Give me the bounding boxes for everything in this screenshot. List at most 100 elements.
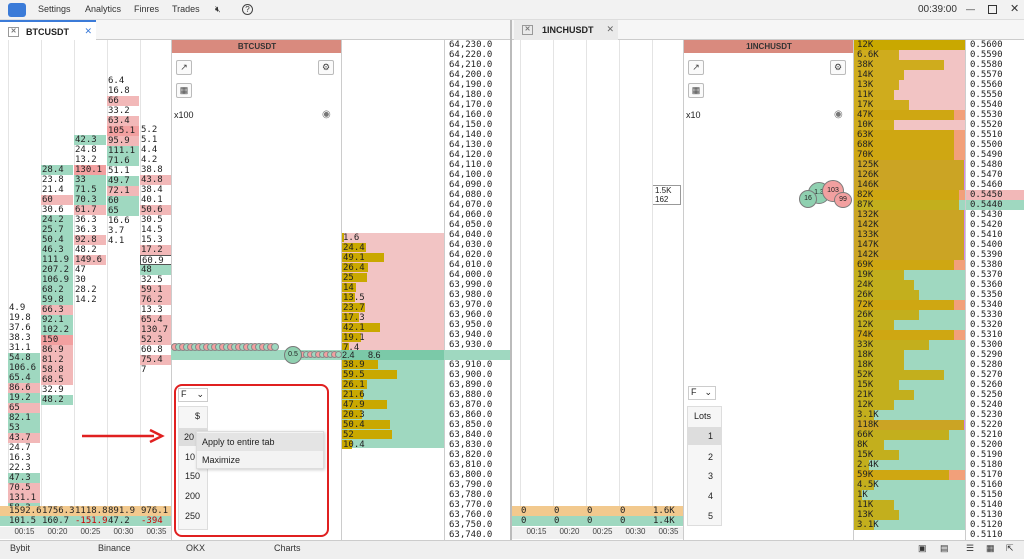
tab-close-icon[interactable]: ✕ <box>606 24 614 34</box>
menu-trades[interactable]: Trades <box>172 4 200 14</box>
cluster-cell: 28.4 <box>41 165 73 175</box>
volume-row-bg <box>854 480 966 490</box>
menu-settings[interactable]: Settings <box>38 4 71 14</box>
price-level: 64,210.0 <box>449 60 493 70</box>
pane-header-btc: BTCUSDT <box>172 40 342 53</box>
column-divider <box>520 40 521 526</box>
ask-volume: 7.4 <box>343 343 360 353</box>
volume-value: 2.4K <box>857 460 879 470</box>
price-level: 64,040.0 <box>449 230 493 240</box>
close-window-icon[interactable]: ✕ <box>1010 3 1020 15</box>
volume-value: 132K <box>857 210 879 220</box>
bid-volume-bar <box>342 400 387 409</box>
cluster-cell: 111.9 <box>41 255 73 265</box>
price-level: 63,910.0 <box>449 360 493 370</box>
lot-item[interactable]: 3 <box>708 471 714 481</box>
gear-icon[interactable]: ⚙ <box>830 60 846 75</box>
maximize-icon[interactable] <box>988 5 997 14</box>
calculator-icon[interactable]: ▦ <box>176 83 192 98</box>
add-chart-icon[interactable]: ↗ <box>176 60 192 75</box>
lot-item[interactable]: 250 <box>185 511 201 521</box>
minimize-icon[interactable]: — <box>966 4 975 14</box>
cluster-cell: 68.2 <box>41 285 73 295</box>
screenshot-icon[interactable]: ▣ <box>918 543 927 553</box>
volume-value: 133K <box>857 230 879 240</box>
tab-bybit[interactable]: Bybit <box>10 543 31 553</box>
help-icon[interactable]: ? <box>242 4 253 15</box>
price-level: 63,950.0 <box>449 320 493 330</box>
timestamp: 00:30 <box>625 527 646 536</box>
cluster-cell: 6.4 <box>108 76 125 86</box>
cluster-cell: 131.1 <box>8 493 40 503</box>
lot-item[interactable]: 4 <box>708 491 714 501</box>
add-chart-icon[interactable]: ↗ <box>688 60 704 75</box>
total-cell: 976.1 <box>141 506 169 516</box>
lot-item[interactable]: 5 <box>708 511 714 521</box>
menu-finres[interactable]: Finres <box>134 4 160 14</box>
dropdown-value: F <box>181 389 187 399</box>
gear-icon[interactable]: ⚙ <box>318 60 334 75</box>
tab-okx[interactable]: OKX <box>186 543 206 553</box>
cluster-cell: 111.1 <box>107 146 139 156</box>
list-icon[interactable]: ☰ <box>966 543 975 553</box>
volume-bar <box>854 480 874 490</box>
timestamp: 00:35 <box>658 527 679 536</box>
price-level: 0.5390 <box>970 250 1003 260</box>
bid-volume-bar <box>342 420 390 429</box>
volume-row-bg <box>854 50 966 60</box>
tab-1inchusdt[interactable]: ✕ 1INCHUSDT ✕ <box>514 20 618 40</box>
tab-charts[interactable]: Charts <box>274 543 301 553</box>
lot-item[interactable]: 1 <box>688 427 721 445</box>
volume-bar <box>854 330 954 340</box>
cluster-cell: 13.2 <box>75 155 97 165</box>
volume-value: 33K <box>857 340 874 350</box>
timestamp: 00:25 <box>592 527 613 536</box>
eye-icon[interactable]: ◉ <box>322 109 331 120</box>
cluster-cell: 58.8 <box>41 365 73 375</box>
mute-icon[interactable]: 🔇︎ <box>215 4 221 14</box>
cluster-cell: 150 <box>41 335 73 345</box>
trade-bubble[interactable]: 99 <box>834 192 852 208</box>
price-level: 64,020.0 <box>449 250 493 260</box>
lot-item[interactable]: 150 <box>185 471 201 481</box>
volume-row-bg <box>854 270 966 280</box>
price-level: 64,130.0 <box>449 140 493 150</box>
menu-maximize[interactable]: Maximize <box>202 455 241 465</box>
pane-divider[interactable] <box>510 20 512 540</box>
tab-btcusdt[interactable]: ✕ BTCUSDT ✕ <box>0 20 96 40</box>
cluster-cell: 52.3 <box>140 335 172 345</box>
lot-dropdown-1inch[interactable]: F ⌄ <box>688 386 716 400</box>
price-ladder-btc[interactable]: 64,230.0 64,220.0 64,210.0 64,200.0 64,190.0… <box>444 40 510 550</box>
price-level: 0.5530 <box>970 110 1003 120</box>
cluster-cell: 30.6 <box>42 205 64 215</box>
cluster-cell: 7 <box>141 365 147 375</box>
lot-item[interactable]: 200 <box>185 491 201 501</box>
bid-volume: 52 <box>343 430 354 440</box>
trade-bubble[interactable]: 16 <box>799 190 817 208</box>
lot-currency[interactable]: $ <box>195 411 201 421</box>
export-icon[interactable]: ⇱ <box>1006 543 1014 553</box>
window-icon[interactable]: ▦ <box>986 543 995 553</box>
tab-binance[interactable]: Binance <box>98 543 131 553</box>
menu-analytics[interactable]: Analytics <box>85 4 122 14</box>
price-level: 0.5520 <box>970 120 1003 130</box>
layout-icon[interactable]: ▤ <box>940 543 949 553</box>
tab-bar <box>0 20 1024 40</box>
ask-volume: 25 <box>343 273 354 283</box>
lot-dropdown-btc[interactable]: F ⌄ <box>178 388 208 402</box>
totals-row-1 <box>0 506 171 516</box>
bid-volume-bar <box>342 380 367 389</box>
eye-icon[interactable]: ◉ <box>834 109 843 120</box>
cluster-cell: 30.5 <box>141 215 163 225</box>
price-ladder-1inch[interactable]: 0.5600 0.5590 0.5580 0.5570 0.5560 0.5550 0.55… <box>965 40 1024 550</box>
cluster-cell: 37.6 <box>9 323 31 333</box>
menu-apply-entire-tab[interactable]: Apply to entire tab <box>197 433 323 451</box>
tab-close-icon[interactable]: ✕ <box>84 26 92 36</box>
cluster-cell: 65 <box>107 206 139 216</box>
volume-value: 142K <box>857 250 879 260</box>
lot-item[interactable]: 2 <box>708 452 714 462</box>
lot-item[interactable]: 10 <box>185 452 196 462</box>
bid-volume: 38.9 <box>343 360 365 370</box>
calculator-icon[interactable]: ▦ <box>688 83 704 98</box>
trade-bubble[interactable]: 0.5 <box>284 346 302 364</box>
